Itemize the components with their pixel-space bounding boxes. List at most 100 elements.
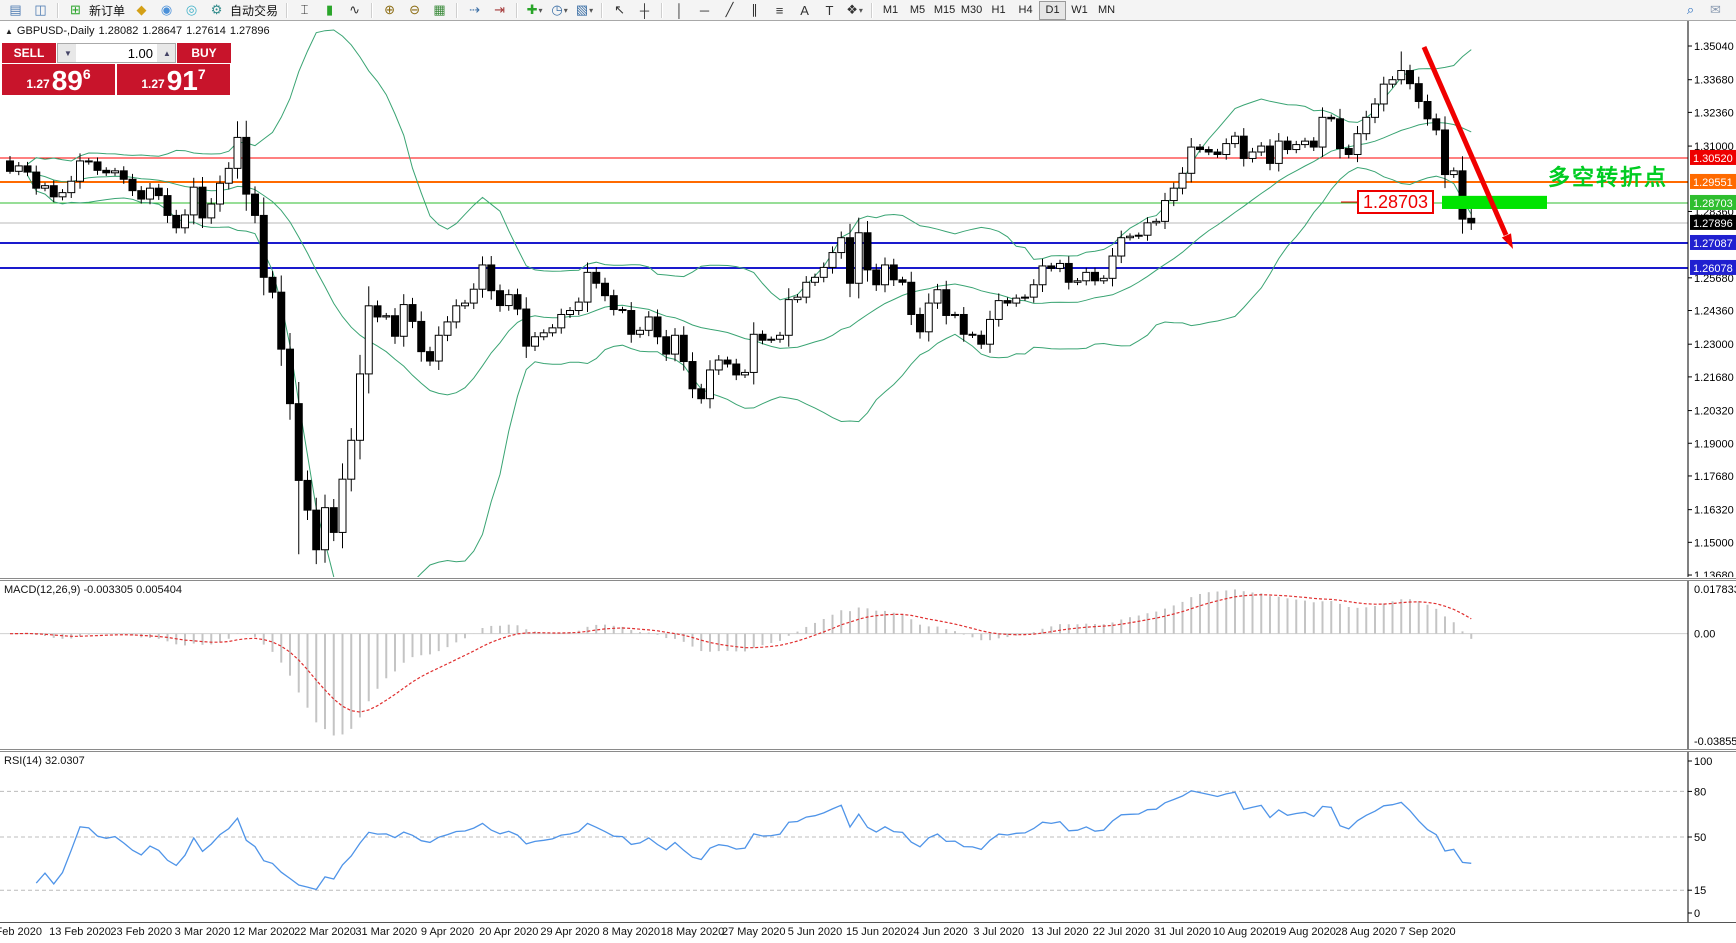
date-label: 19 Aug 2020: [1274, 926, 1336, 938]
volume-spinner: ▼ ▲: [57, 43, 176, 63]
ohlc-close: 1.27896: [229, 25, 270, 37]
main-toolbar: ▤ ◫ ⊞ 新订单 ◆ ◉ ◎ ⚙ 自动交易 ⌶ ▮ ∿ ⊕ ⊖ ▦ ⇢ ⇥ ✚ ▾ ◷ ▾ ▧ ▾ ↖ ┼ │ ─ ╱ ∥ ≡ A T ❖ ▾ M…: [0, 0, 1736, 21]
svg-text:1.16320: 1.16320: [1694, 505, 1734, 517]
bar-chart-mode-icon[interactable]: ⌶: [300, 2, 309, 17]
sell-price-sup: 6: [82, 66, 91, 82]
signals-icon[interactable]: ◎: [185, 2, 198, 17]
equidistant-channel-icon[interactable]: ∥: [751, 2, 758, 17]
sell-price-display[interactable]: 1.27 896: [2, 64, 115, 95]
sell-price-small: 1.27: [26, 77, 50, 91]
svg-text:0: 0: [1694, 908, 1700, 920]
timeframe-h1-button[interactable]: H1: [991, 4, 1006, 16]
symbol-name: GBPUSD-,Daily: [16, 25, 95, 37]
sell-button[interactable]: SELL: [2, 43, 56, 63]
main-chart-pane[interactable]: 1.350401.336801.323601.310001.283601.256…: [0, 21, 1736, 577]
svg-text:1.33680: 1.33680: [1694, 75, 1734, 87]
text-label-icon[interactable]: T: [825, 2, 834, 18]
date-label: 7 Sep 2020: [1399, 926, 1456, 938]
chart-shift-icon[interactable]: ⇥: [494, 2, 505, 17]
autotrading-label[interactable]: 自动交易: [230, 3, 279, 18]
svg-text:100: 100: [1694, 756, 1712, 768]
indicators-icon[interactable]: ✚ ▾: [526, 2, 543, 17]
trendline-icon[interactable]: ╱: [725, 2, 734, 17]
svg-text:1.27896: 1.27896: [1693, 218, 1733, 230]
metaeditor-icon[interactable]: ◆: [136, 2, 147, 17]
macd-label: MACD(12,26,9) -0.003305 0.005404: [4, 584, 182, 596]
chart-window[interactable]: 1.35040 1.33680 1.32360 1.31000 1.28360 1.256…: [0, 21, 1736, 943]
crosshair-icon[interactable]: ┼: [639, 2, 650, 18]
volume-up-button[interactable]: ▲: [157, 44, 175, 62]
toolbar-separator: [57, 2, 59, 18]
svg-text:1.19000: 1.19000: [1694, 438, 1734, 450]
date-label: 22 Jul 2020: [1092, 926, 1150, 938]
pane-separator[interactable]: [0, 749, 1736, 752]
ohlc-open: 1.28082: [98, 25, 139, 37]
new-order-label[interactable]: 新订单: [89, 3, 126, 18]
timeframe-m1-button[interactable]: M1: [882, 4, 899, 16]
timeframe-m5-button[interactable]: M5: [909, 4, 926, 16]
mql5-community-icon[interactable]: ◉: [160, 2, 173, 17]
svg-text:1.15000: 1.15000: [1694, 537, 1734, 549]
timeframe-h4-button[interactable]: H4: [1018, 4, 1033, 16]
timeframe-d1-button[interactable]: D1: [1039, 0, 1067, 20]
chat-icon[interactable]: ✉: [1710, 2, 1721, 17]
svg-text:1.21680: 1.21680: [1694, 372, 1734, 384]
charts-window-icon[interactable]: ▤: [9, 2, 22, 17]
date-label: 23 Feb 2020: [110, 926, 173, 938]
price-callout-label[interactable]: 1.28703: [1357, 190, 1434, 214]
rsi-pane[interactable]: 100 80 50 15 0: [0, 752, 1736, 922]
chart-preview-icon[interactable]: ◫: [34, 2, 47, 17]
svg-text:1.23000: 1.23000: [1694, 339, 1734, 351]
svg-text:1.13680: 1.13680: [1694, 570, 1734, 577]
svg-text:1.29551: 1.29551: [1693, 177, 1733, 189]
tile-windows-icon[interactable]: ▦: [433, 2, 446, 17]
buy-price-sup: 7: [197, 66, 206, 82]
horizontal-line-icon[interactable]: ─: [699, 2, 710, 18]
volume-input[interactable]: [76, 44, 157, 62]
svg-text:1.26078: 1.26078: [1693, 263, 1733, 275]
line-chart-mode-icon[interactable]: ∿: [349, 2, 360, 17]
date-label: 10 Aug 2020: [1212, 926, 1275, 938]
date-axis[interactable]: Feb 2020 13 Feb 2020 23 Feb 2020 3 Mar 2020…: [0, 922, 1736, 943]
zoom-out-icon[interactable]: ⊖: [409, 2, 420, 17]
toolbar-separator: [601, 2, 604, 18]
buy-button[interactable]: BUY: [177, 43, 231, 63]
cursor-icon[interactable]: ↖: [614, 2, 625, 17]
vertical-line-icon[interactable]: │: [675, 2, 684, 18]
candlestick-mode-icon[interactable]: ▮: [325, 2, 334, 17]
svg-text:1.28703: 1.28703: [1693, 198, 1733, 210]
new-order-icon[interactable]: ⊞: [70, 2, 81, 17]
autotrading-icon[interactable]: ⚙: [210, 2, 223, 17]
svg-text:0.00: 0.00: [1694, 629, 1715, 641]
fibonacci-icon[interactable]: ≡: [775, 2, 784, 18]
date-label: 24 Jun 2020: [907, 926, 968, 938]
periods-icon[interactable]: ◷ ▾: [551, 2, 568, 17]
date-label: 22 Mar 2020: [294, 926, 356, 938]
text-icon[interactable]: A: [800, 2, 809, 18]
templates-icon[interactable]: ▧ ▾: [575, 2, 594, 17]
toolbar-separator: [516, 2, 519, 18]
date-label: 8 May 2020: [602, 926, 660, 938]
timeframe-m15-button[interactable]: M15: [933, 4, 956, 16]
buy-price-display[interactable]: 1.27 917: [117, 64, 230, 95]
panel-collapse-icon[interactable]: ▲: [5, 27, 13, 36]
date-label: 13 Jul 2020: [1031, 926, 1089, 938]
ohlc-low: 1.27614: [186, 25, 226, 37]
svg-text:1.24360: 1.24360: [1694, 306, 1734, 318]
timeframe-m30-button[interactable]: M30: [960, 4, 983, 16]
auto-scroll-icon[interactable]: ⇢: [469, 2, 480, 17]
svg-text:15: 15: [1694, 885, 1706, 897]
volume-down-button[interactable]: ▼: [58, 44, 76, 62]
svg-text:1.27087: 1.27087: [1693, 238, 1733, 250]
macd-pane[interactable]: 0.017833 0.00 -0.038559: [0, 581, 1736, 749]
date-label: 9 Apr 2020: [420, 926, 475, 938]
pane-separator[interactable]: [0, 578, 1736, 581]
sell-price-big: 896: [51, 65, 91, 96]
toolbar-separator: [456, 2, 459, 18]
search-icon[interactable]: ⌕: [1686, 2, 1695, 17]
timeframe-mn-button[interactable]: MN: [1097, 4, 1116, 16]
arrows-tool-icon[interactable]: ❖ ▾: [846, 2, 863, 17]
zoom-in-icon[interactable]: ⊕: [384, 2, 395, 17]
date-label: 27 May 2020: [721, 926, 786, 938]
timeframe-w1-button[interactable]: W1: [1071, 4, 1088, 16]
